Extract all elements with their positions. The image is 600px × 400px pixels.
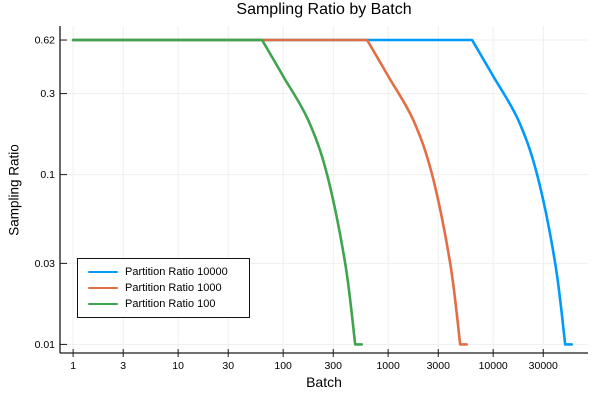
y-axis-label: Sampling Ratio <box>6 144 22 236</box>
legend-line-swatch <box>88 270 118 274</box>
legend-item-label: Partition Ratio 1000 <box>125 282 222 294</box>
y-tick-label: 0.1 <box>40 169 55 181</box>
legend-item: Partition Ratio 10000 <box>88 266 245 278</box>
x-tick-label: 1 <box>70 360 76 372</box>
x-tick-label: 30 <box>222 360 234 372</box>
legend-line-swatch <box>88 302 118 306</box>
x-axis-label: Batch <box>306 374 342 390</box>
series-line-partition-ratio-1000 <box>71 38 468 346</box>
legend-item-label: Partition Ratio 10000 <box>125 266 228 278</box>
series-line-partition-ratio-100 <box>71 38 363 346</box>
x-tick-label: 30000 <box>529 360 558 372</box>
y-tick-label: 0.3 <box>40 88 55 100</box>
x-tick-label: 3000 <box>427 360 451 372</box>
y-tick-label: 0.01 <box>35 339 56 351</box>
x-tick-label: 10000 <box>479 360 508 372</box>
y-tick-label: 0.03 <box>35 258 56 270</box>
x-tick-label: 100 <box>274 360 292 372</box>
x-tick-label: 10 <box>172 360 184 372</box>
series-line-partition-ratio-10000 <box>71 38 573 346</box>
legend-line-swatch <box>88 286 118 290</box>
x-tick-label: 1000 <box>376 360 400 372</box>
chart-title: Sampling Ratio by Batch <box>236 1 412 18</box>
legend: Partition Ratio 10000 Partition Ratio 100… <box>77 258 250 318</box>
legend-item-label: Partition Ratio 100 <box>125 298 216 310</box>
y-tick-label: 0.62 <box>35 35 56 47</box>
x-tick-label: 3 <box>120 360 126 372</box>
legend-item: Partition Ratio 100 <box>88 298 245 310</box>
legend-item: Partition Ratio 1000 <box>88 282 245 294</box>
x-tick-label: 300 <box>324 360 342 372</box>
